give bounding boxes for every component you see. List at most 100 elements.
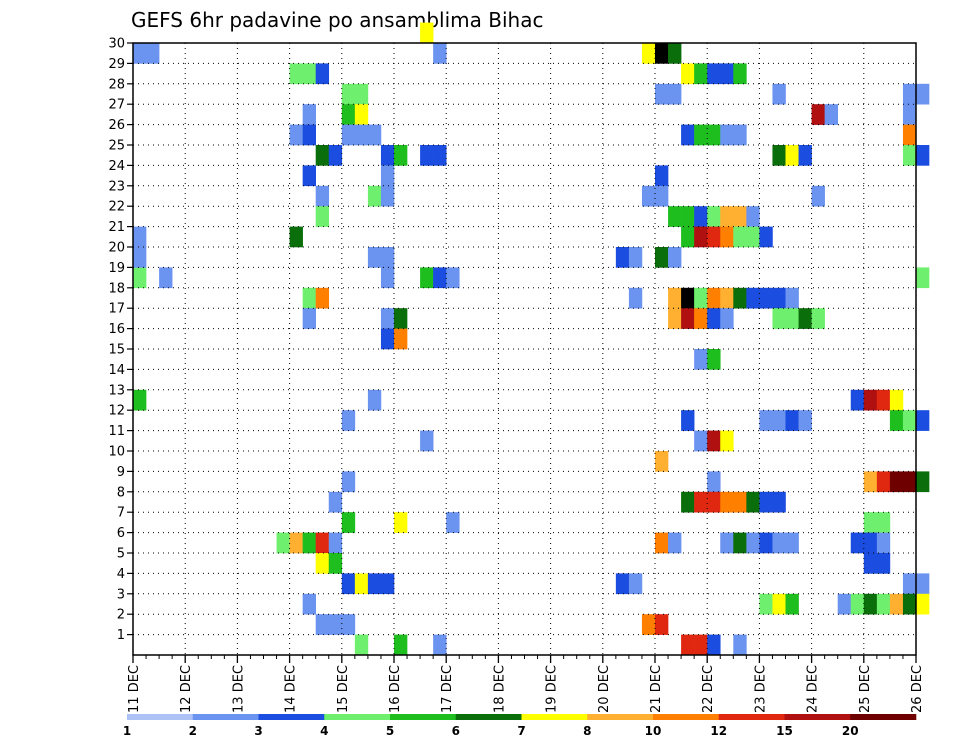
- heatmap-cell: [707, 491, 721, 513]
- heatmap-cell: [916, 593, 930, 615]
- heatmap-cell: [707, 63, 721, 85]
- heatmap-cell: [315, 63, 330, 85]
- y-tick-label: 25: [108, 139, 125, 154]
- heatmap-cell: [302, 124, 316, 146]
- colorbar-swatch: [258, 714, 325, 720]
- heatmap-cell: [681, 63, 695, 85]
- heatmap-cell: [694, 287, 708, 309]
- heatmap-cell: [668, 308, 682, 329]
- heatmap-cell: [420, 145, 434, 166]
- heatmap-cell: [133, 389, 147, 411]
- heatmap-cell: [785, 308, 799, 329]
- heatmap-cell: [694, 308, 708, 329]
- colorbar: 1 2 3 4 5 6 7 8 10 12 15 20: [123, 714, 917, 738]
- heatmap-cell: [315, 532, 330, 554]
- heatmap-cell: [916, 83, 930, 105]
- heatmap-cell: [641, 614, 656, 635]
- heatmap-cell: [668, 532, 682, 554]
- heatmap-cell: [380, 165, 395, 187]
- heatmap-cell: [681, 226, 695, 248]
- colorbar-label: 6: [452, 724, 460, 738]
- colorbar-label: 8: [583, 724, 591, 738]
- heatmap-cell: [341, 104, 356, 125]
- x-tick-label: 21 DEC: [649, 665, 664, 713]
- heatmap-cell: [759, 410, 773, 431]
- x-tick-label: 18 DEC: [492, 665, 507, 713]
- heatmap-cell: [772, 145, 786, 166]
- heatmap-cell: [694, 349, 708, 370]
- heatmap-cell: [733, 226, 747, 248]
- heatmap-cell: [707, 206, 721, 227]
- heatmap-cell: [433, 634, 447, 656]
- heatmap-cell: [341, 124, 356, 146]
- y-tick-label: 17: [108, 302, 125, 317]
- y-tick-label: 8: [117, 485, 125, 500]
- heatmap-cell: [289, 124, 303, 146]
- heatmap-cell: [420, 22, 434, 44]
- heatmap-cell: [681, 634, 695, 656]
- heatmap-cell: [628, 573, 643, 595]
- heatmap-cell: [785, 532, 799, 554]
- colorbar-swatch: [587, 714, 654, 720]
- heatmap-cell: [133, 226, 147, 248]
- heatmap-cell: [655, 185, 669, 207]
- heatmap-cell: [902, 593, 917, 615]
- heatmap-cell: [798, 410, 812, 431]
- heatmap-cell: [733, 63, 747, 85]
- heatmap-cell: [681, 491, 695, 513]
- heatmap-cell: [380, 247, 395, 268]
- heatmap-cell: [694, 634, 708, 656]
- heatmap-cell: [289, 532, 303, 554]
- heatmap-cell: [720, 430, 734, 452]
- heatmap-cell: [876, 553, 891, 574]
- heatmap-cell: [655, 532, 669, 554]
- heatmap-cell: [276, 532, 290, 554]
- y-tick-label: 13: [108, 383, 125, 398]
- heatmap-cell: [746, 287, 760, 309]
- heatmap-cell: [641, 185, 656, 207]
- y-tick-label: 12: [108, 404, 125, 419]
- x-tick-label: 11 DEC: [127, 665, 142, 713]
- y-tick-label: 5: [117, 547, 125, 562]
- heatmap-cell: [681, 410, 695, 431]
- heatmap-cell: [863, 471, 878, 493]
- heatmap-cell: [759, 287, 773, 309]
- heatmap-cell: [133, 267, 147, 289]
- heatmap-cell: [863, 593, 878, 615]
- heatmap-cell: [367, 573, 382, 595]
- heatmap-cell: [446, 267, 460, 289]
- y-tick-label: 20: [108, 241, 125, 256]
- heatmap-cell: [811, 185, 825, 207]
- heatmap-cell: [733, 634, 747, 656]
- heatmap-cell: [772, 83, 786, 105]
- x-tick-label: 19 DEC: [545, 665, 560, 713]
- y-tick-label: 18: [108, 281, 125, 296]
- y-tick-label: 10: [108, 445, 125, 460]
- heatmap-cell: [302, 308, 316, 329]
- heatmap-cell: [341, 410, 356, 431]
- heatmap-cell: [746, 226, 760, 248]
- heatmap-cell: [289, 226, 303, 248]
- heatmap-cell: [628, 287, 643, 309]
- heatmap-cell: [863, 512, 878, 533]
- heatmap-cell: [720, 63, 734, 85]
- y-tick-label: 29: [108, 57, 125, 72]
- heatmap-cell: [759, 491, 773, 513]
- heatmap-cell: [655, 451, 669, 472]
- heatmap-cell: [720, 532, 734, 554]
- heatmap-cell: [707, 349, 721, 370]
- y-tick-label: 23: [108, 179, 125, 194]
- heatmap-cell: [315, 287, 330, 309]
- heatmap-cell: [876, 512, 891, 533]
- heatmap-cell: [433, 267, 447, 289]
- heatmap-cell: [302, 532, 316, 554]
- heatmap-cell: [394, 145, 408, 166]
- heatmap-cell: [655, 614, 669, 635]
- heatmap-cell: [302, 593, 316, 615]
- heatmap-cell: [850, 532, 865, 554]
- colorbar-swatch: [390, 714, 457, 720]
- heatmap-cell: [694, 124, 708, 146]
- colorbar-label: 4: [320, 724, 328, 738]
- heatmap-cell: [863, 389, 878, 411]
- x-tick-label: 16 DEC: [388, 665, 403, 713]
